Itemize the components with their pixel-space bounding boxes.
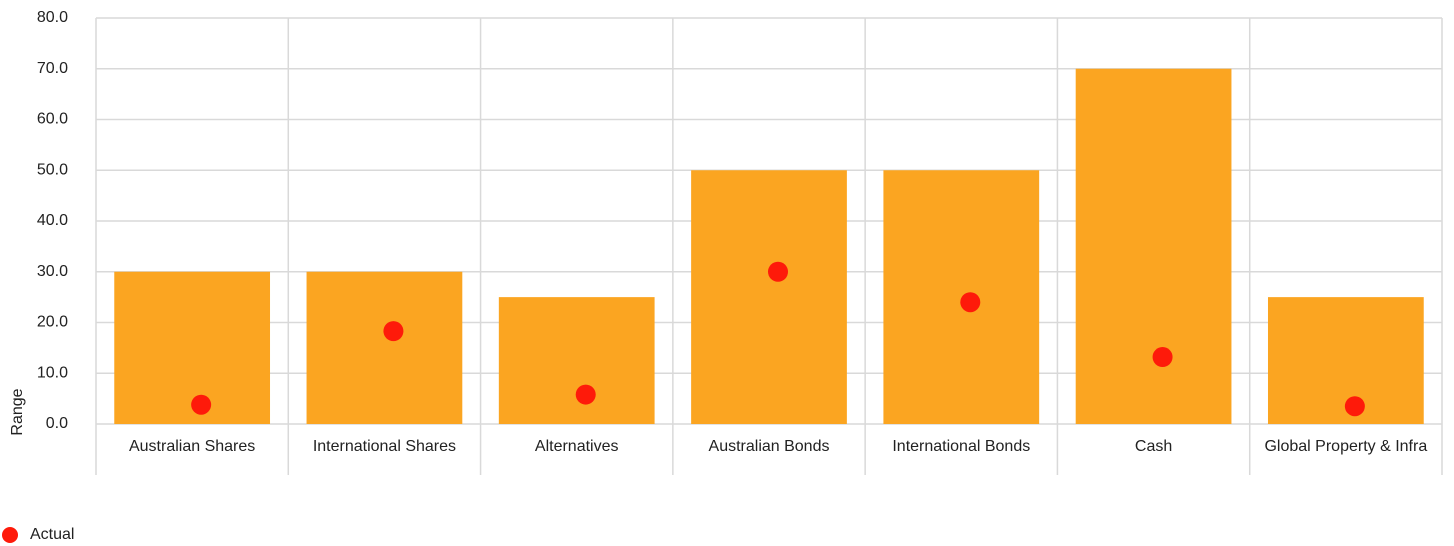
- x-tick-label: International Shares: [313, 438, 456, 455]
- y-tick-label: 60.0: [37, 111, 68, 128]
- y-tick-label: 40.0: [37, 212, 68, 229]
- y-tick-label: 50.0: [37, 161, 68, 178]
- y-axis-label: Range: [9, 388, 26, 435]
- y-tick-label: 80.0: [37, 9, 68, 26]
- bar: [883, 170, 1040, 424]
- point: [383, 321, 404, 342]
- y-tick-label: 10.0: [37, 364, 68, 381]
- point: [1344, 396, 1365, 417]
- x-tick-label: Global Property & Infra: [1264, 438, 1427, 455]
- bar: [691, 170, 847, 424]
- x-tick-label: International Bonds: [892, 438, 1030, 455]
- bar: [498, 297, 655, 424]
- y-tick-label: 0.0: [46, 415, 68, 432]
- y-tick-label: 70.0: [37, 60, 68, 77]
- x-tick-label: Australian Bonds: [709, 438, 830, 455]
- bar: [306, 271, 463, 424]
- point: [768, 261, 788, 282]
- x-tick-label: Cash: [1135, 438, 1172, 455]
- point: [191, 394, 212, 415]
- y-tick-label: 20.0: [37, 314, 68, 331]
- point: [960, 292, 981, 313]
- legend-marker: [2, 527, 18, 543]
- x-tick-label: Australian Shares: [129, 438, 255, 455]
- point: [1152, 347, 1173, 368]
- point: [575, 384, 596, 405]
- bar: [1075, 68, 1232, 424]
- y-tick-label: 30.0: [37, 263, 68, 280]
- legend-label: Actual: [30, 526, 74, 543]
- x-tick-label: Alternatives: [535, 438, 619, 455]
- bar: [114, 271, 271, 424]
